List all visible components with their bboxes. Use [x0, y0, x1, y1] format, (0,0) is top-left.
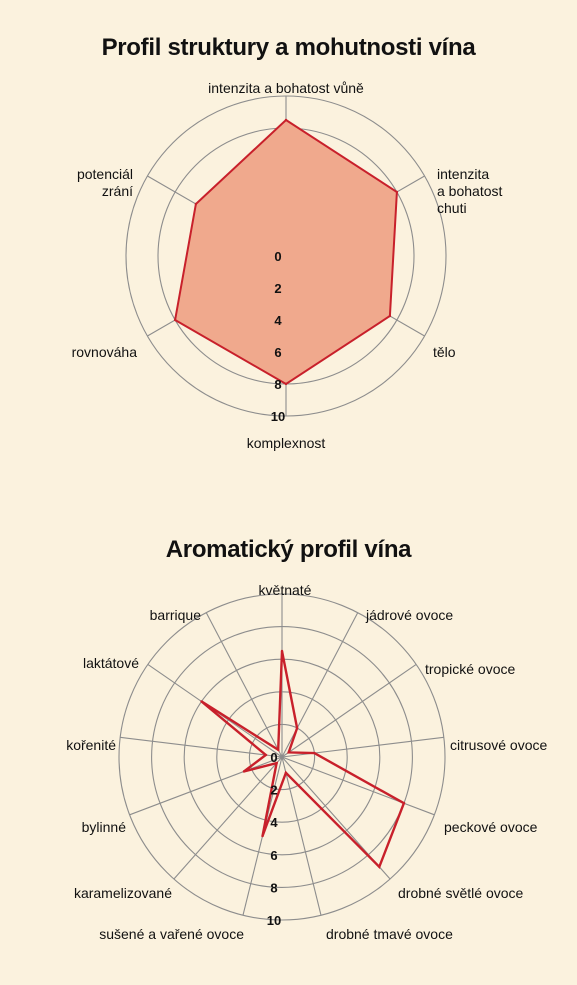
data-point [313, 751, 316, 755]
tick-label: 8 [274, 377, 281, 392]
axis-label: peckové ovoce [444, 819, 538, 835]
data-point [242, 770, 246, 773]
axis-spoke [281, 756, 322, 916]
axis-label: potenciál zrání [77, 166, 133, 199]
axis-label: květnaté [259, 582, 312, 598]
axis-label: intenzita a bohatost chuti [437, 166, 502, 216]
tick-label: 4 [274, 313, 282, 328]
axis-label: jádrové ovoce [365, 607, 453, 623]
data-point [378, 865, 381, 868]
axis-label: bylinné [82, 819, 127, 835]
axis-label: sušené a vařené ovoce [99, 926, 244, 942]
axis-label: intenzita a bohatost vůně [208, 80, 364, 96]
axis-spoke [129, 756, 283, 816]
tick-label: 2 [270, 783, 277, 798]
radar-chart-1: 0 2 4 6 8 10 intenzita a bohatost vůně intenzit… [72, 80, 503, 451]
series-polygon [200, 650, 406, 869]
tick-label: 0 [270, 750, 277, 765]
axis-spoke [281, 663, 417, 758]
axis-label: drobné tmavé ovoce [326, 926, 453, 942]
data-point [388, 314, 392, 318]
data-point [284, 771, 288, 774]
axis-label: karamelizované [74, 885, 172, 901]
axis-label: barrique [150, 607, 202, 623]
tick-label: 10 [267, 913, 281, 928]
data-point [194, 202, 198, 206]
axis-spoke [205, 612, 283, 758]
tick-label: 2 [274, 281, 281, 296]
data-point [277, 748, 280, 751]
axis-label: tropické ovoce [425, 661, 515, 677]
series-polygon [173, 118, 398, 386]
chart-title-aroma: Aromatický profil vína [165, 536, 412, 563]
axis-label: citrusové ovoce [450, 737, 547, 753]
chart-title-structure: Profil struktury a mohutnosti vína [101, 34, 476, 61]
axis-label: kořenité [66, 737, 116, 753]
axis-spoke [120, 736, 283, 758]
axis-label: laktátové [83, 655, 139, 671]
data-point [402, 802, 406, 805]
axis-label: tělo [433, 344, 456, 360]
data-point [295, 726, 299, 730]
tick-label: 4 [270, 815, 278, 830]
tick-label: 10 [271, 409, 285, 424]
data-point [287, 751, 290, 754]
axis-label: drobné světlé ovoce [398, 885, 524, 901]
tick-label: 0 [274, 249, 281, 264]
axis-label: rovnováha [72, 344, 138, 360]
data-point [280, 649, 284, 653]
tick-label: 6 [274, 345, 281, 360]
radar-chart-2: 0 2 4 6 8 10 květnaté jádrové ovoce tropické ovo… [66, 582, 547, 942]
tick-label: 8 [270, 880, 277, 895]
data-point [284, 382, 288, 386]
tick-label: 6 [270, 848, 277, 863]
data-point [284, 118, 288, 122]
axis-spoke [281, 756, 435, 816]
data-point [275, 761, 278, 765]
axis-label: komplexnost [247, 435, 326, 451]
data-point [264, 753, 267, 757]
data-point [395, 190, 399, 194]
data-point [261, 834, 264, 838]
axis-spoke [173, 756, 283, 880]
data-point [173, 318, 177, 322]
data-point [200, 700, 203, 703]
